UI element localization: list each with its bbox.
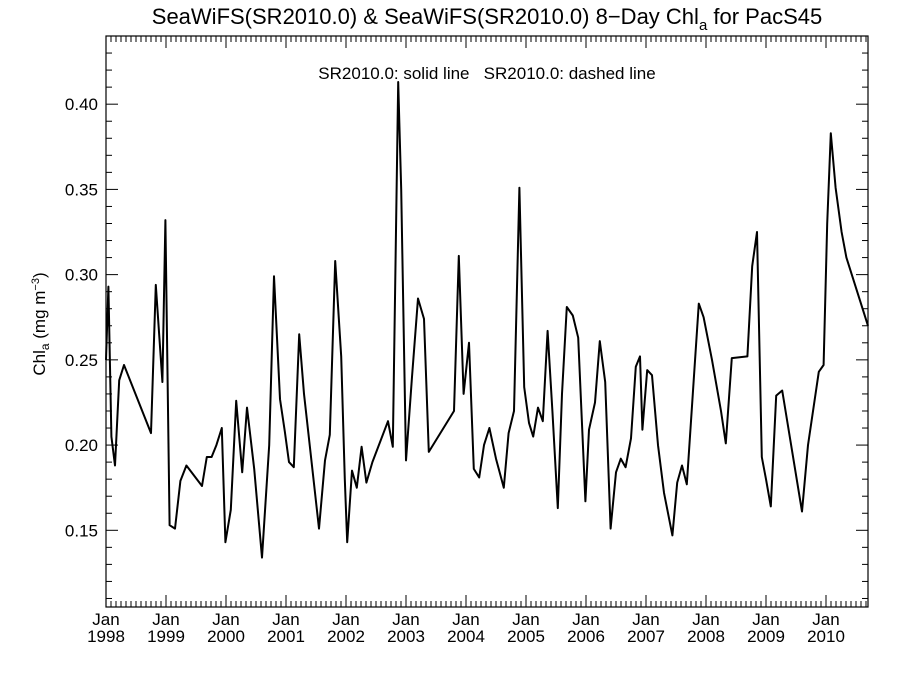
x-tick-label-year: 2006 [567,627,605,646]
y-axis-label-main: Chl [30,350,49,376]
x-tick-label-month: Jan [452,610,479,629]
x-tick-label-month: Jan [572,610,599,629]
y-tick-label: 0.25 [65,351,98,370]
x-tick-label-month: Jan [272,610,299,629]
plot-frame [105,35,869,608]
x-tick-label-month: Jan [692,610,719,629]
axis-tick-labels: 0.150.200.250.300.350.40Jan1998Jan1999Ja… [65,95,845,646]
x-tick-label-year: 2004 [447,627,485,646]
series-annotation: SR2010.0: solid line SR2010.0: dashed li… [318,64,655,83]
chart-title-end: for PacS45 [707,4,822,29]
y-axis-label-unit: (mg m [30,291,49,344]
x-tick-label-year: 2008 [687,627,725,646]
x-tick-label-year: 2000 [207,627,245,646]
series-line-0 [105,81,869,559]
x-tick-label-month: Jan [152,610,179,629]
x-tick-label-year: 1999 [147,627,185,646]
x-tick-label-year: 2009 [747,627,785,646]
x-tick-label-year: 1998 [87,627,125,646]
x-tick-label-month: Jan [92,610,119,629]
chart-title: SeaWiFS(SR2010.0) & SeaWiFS(SR2010.0) 8−… [152,4,822,34]
y-axis-label-close: ) [30,272,49,278]
y-tick-label: 0.30 [65,266,98,285]
x-tick-label-month: Jan [632,610,659,629]
series-group [105,81,869,559]
x-tick-label-month: Jan [392,610,419,629]
x-tick-label-month: Jan [752,610,779,629]
x-tick-label-year: 2002 [327,627,365,646]
chart-title-main: SeaWiFS(SR2010.0) & SeaWiFS(SR2010.0) 8−… [152,4,699,29]
x-tick-label-month: Jan [512,610,539,629]
x-tick-label-month: Jan [212,610,239,629]
y-axis-label-subscript: a [38,343,52,350]
x-tick-label-year: 2010 [807,627,845,646]
x-tick-label-month: Jan [332,610,359,629]
x-tick-label-year: 2001 [267,627,305,646]
y-tick-label: 0.35 [65,180,98,199]
y-axis-label-superscript: −3 [30,278,42,291]
y-axis-label: Chla (mg m−3) [30,272,52,375]
x-tick-label-month: Jan [812,610,839,629]
x-tick-label-year: 2003 [387,627,425,646]
y-tick-label: 0.40 [65,95,98,114]
chart-title-subscript: a [699,17,708,34]
y-tick-label: 0.20 [65,436,98,455]
y-tick-label: 0.15 [65,521,98,540]
x-tick-label-year: 2007 [627,627,665,646]
axis-ticks [105,35,868,607]
x-tick-label-year: 2005 [507,627,545,646]
